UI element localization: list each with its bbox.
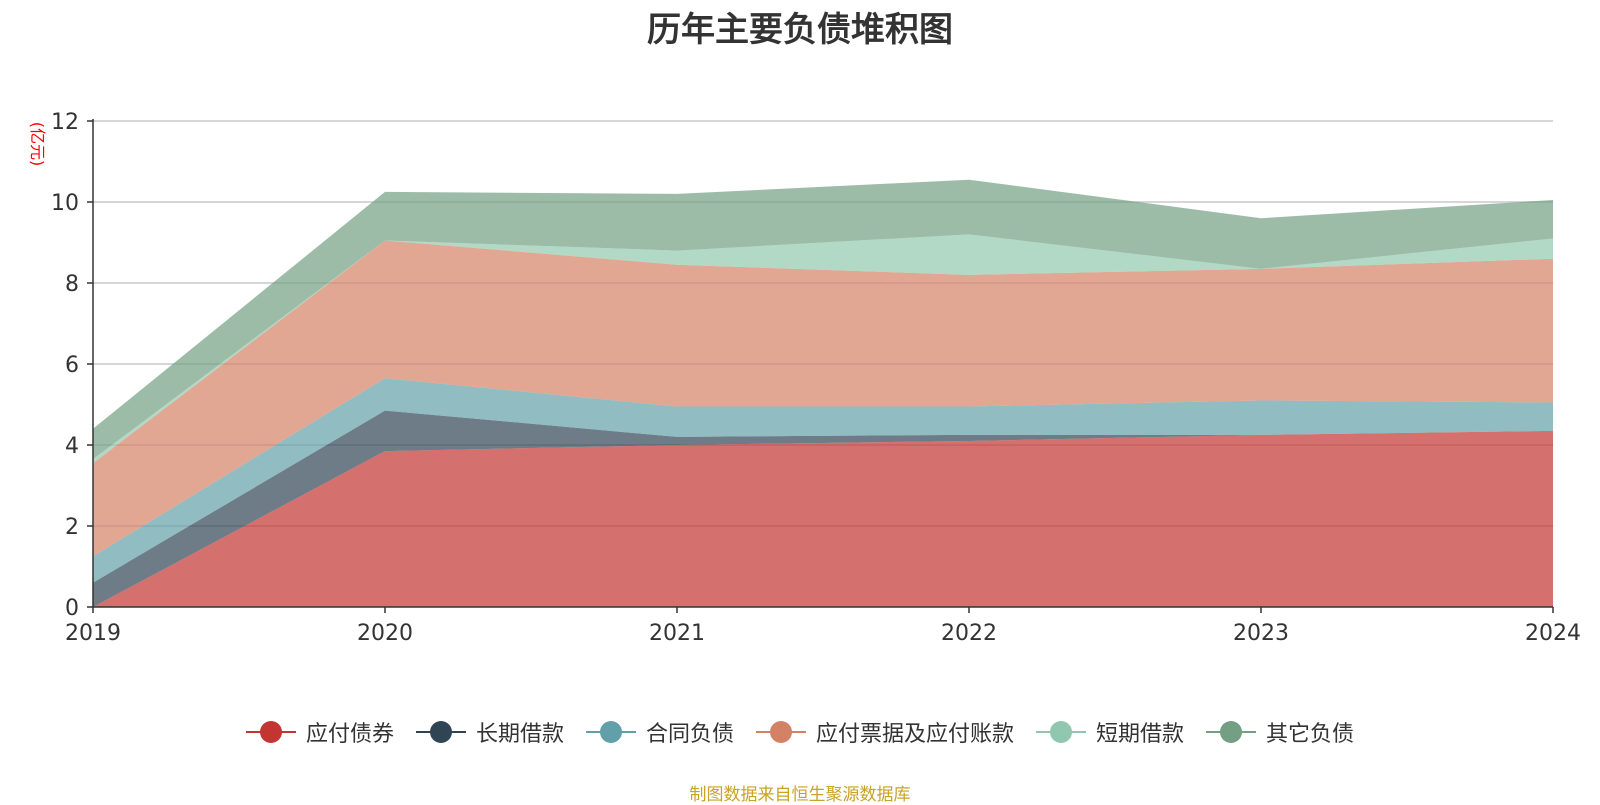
y-tick-label: 6 [65,353,79,378]
y-tick-label: 12 [51,110,79,135]
legend-marker-icon [245,720,296,744]
legend-label: 短期借款 [1096,722,1185,747]
legend-item[interactable]: 长期借款 [415,716,564,748]
legend: 应付债券 长期借款 合同负债 应付票据及应付账款 短期借款 其它负债 [0,716,1600,748]
legend-label: 其它负债 [1266,722,1355,747]
legend-item[interactable]: 短期借款 [1036,716,1184,748]
x-tick-label: 2019 [65,621,121,646]
series-area-4 [93,234,1553,464]
legend-item[interactable]: 应付票据及应付账款 [756,716,1014,748]
chart-title: 历年主要负债堆积图 [647,10,953,50]
legend-marker-icon [756,720,806,744]
source-note: 制图数据来自恒生聚源数据库 [689,785,911,805]
y-tick-label: 8 [65,272,79,297]
y-axis-label: (亿元) [28,122,47,167]
legend-label: 应付债券 [305,722,394,747]
series-area-5 [93,179,1553,460]
legend-marker-icon [1036,720,1087,744]
x-tick-label: 2023 [1233,621,1289,646]
legend-marker-icon [415,720,466,744]
x-tick-label: 2021 [649,621,705,646]
area-layer [93,179,1553,607]
legend-item[interactable]: 应付债券 [245,716,394,748]
series-area-0 [93,430,1553,607]
series-area-2 [93,378,1553,583]
legend-item[interactable]: 其它负债 [1206,716,1354,748]
x-tick-label: 2020 [357,621,413,646]
legend-item[interactable]: 合同负债 [585,716,734,748]
y-tick-label: 10 [51,191,79,216]
x-tick-label: 2022 [941,621,997,646]
series-area-3 [93,240,1553,557]
axis-layer: 0 2 4 6 8 10 12 2019 2020 2021 2022 2023 2024 [51,110,1581,646]
x-tick-label: 2024 [1525,621,1581,646]
y-tick-label: 2 [65,515,79,540]
legend-label: 应付票据及应付账款 [816,722,1015,747]
legend-label: 合同负债 [645,722,734,747]
y-tick-label: 0 [65,596,79,621]
legend-marker-icon [1206,720,1257,744]
legend-marker-icon [585,720,636,744]
y-tick-label: 4 [65,434,79,459]
legend-label: 长期借款 [475,722,564,747]
